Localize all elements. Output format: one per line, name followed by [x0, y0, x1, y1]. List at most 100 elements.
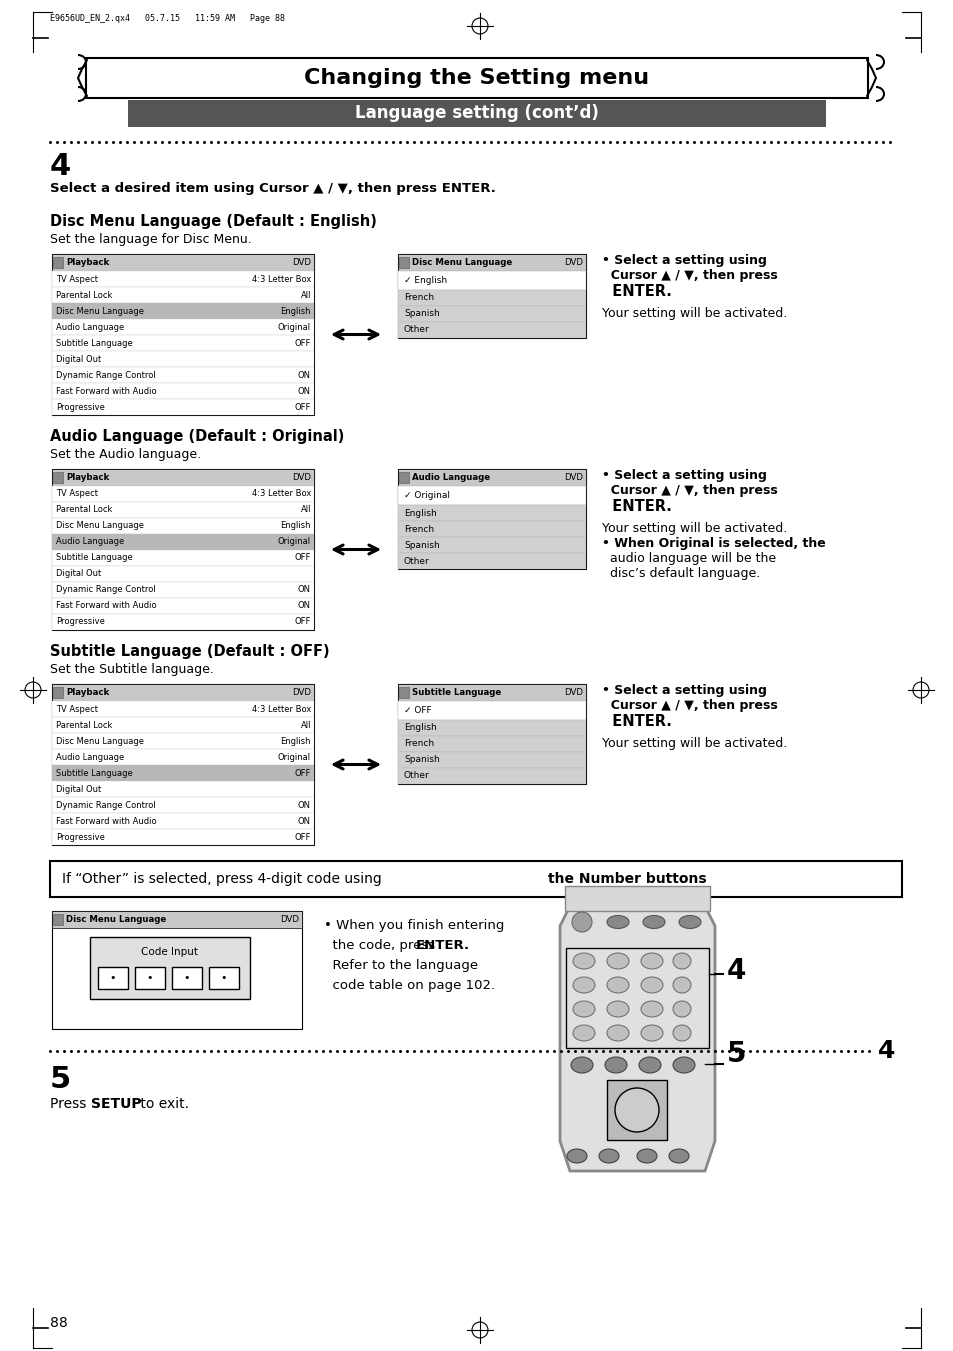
Bar	[52, 534, 314, 550]
Text: ✓ Original: ✓ Original	[403, 490, 450, 500]
Bar	[52, 351, 314, 367]
Text: 4: 4	[726, 957, 745, 985]
Text: Language setting (cont’d): Language setting (cont’d)	[355, 104, 598, 123]
Text: Disc Menu Language (Default : English): Disc Menu Language (Default : English)	[50, 213, 376, 230]
Polygon shape	[559, 907, 714, 1171]
Bar	[52, 797, 314, 813]
Text: Progressive: Progressive	[56, 617, 105, 627]
Text: TV Aspect: TV Aspect	[56, 489, 98, 499]
Text: • When Original is selected, the: • When Original is selected, the	[601, 536, 825, 550]
Text: Fast Forward with Audio: Fast Forward with Audio	[56, 386, 156, 396]
Text: Parental Lock: Parental Lock	[56, 720, 112, 730]
Text: OFF: OFF	[294, 769, 311, 777]
Text: 4:3 Letter Box: 4:3 Letter Box	[252, 704, 311, 713]
Text: Audio Language: Audio Language	[56, 323, 124, 331]
Text: ON: ON	[297, 386, 311, 396]
Bar	[52, 911, 302, 928]
Text: Spanish: Spanish	[403, 755, 439, 765]
Text: Playback: Playback	[66, 473, 110, 482]
Bar	[398, 257, 409, 267]
Bar	[52, 303, 314, 319]
Bar	[52, 911, 302, 1029]
Bar	[52, 765, 314, 781]
Text: code table on page 102.: code table on page 102.	[324, 979, 495, 992]
Text: All: All	[300, 720, 311, 730]
Bar	[397, 684, 585, 784]
Ellipse shape	[640, 952, 662, 969]
Text: • Select a setting using: • Select a setting using	[601, 469, 766, 482]
Bar	[53, 471, 63, 484]
Text: Cursor ▲ / ▼, then press: Cursor ▲ / ▼, then press	[601, 484, 777, 497]
Text: DVD: DVD	[563, 473, 582, 482]
Text: ON: ON	[297, 801, 311, 809]
Text: DVD: DVD	[280, 915, 298, 924]
Ellipse shape	[672, 1056, 695, 1073]
Ellipse shape	[606, 1025, 628, 1042]
Bar	[397, 684, 585, 701]
Bar	[52, 701, 314, 717]
Text: audio language will be the: audio language will be the	[601, 553, 776, 565]
Bar	[398, 688, 409, 698]
Text: •: •	[184, 973, 190, 984]
Text: • Select a setting using: • Select a setting using	[601, 254, 766, 267]
Bar	[397, 505, 585, 521]
Text: French: French	[403, 739, 434, 748]
Ellipse shape	[566, 1148, 586, 1163]
Bar	[397, 753, 585, 767]
Text: Original: Original	[277, 538, 311, 547]
Text: Parental Lock: Parental Lock	[56, 290, 112, 300]
Bar	[52, 813, 314, 830]
Bar	[98, 967, 128, 989]
Text: Subtitle Language (Default : OFF): Subtitle Language (Default : OFF)	[50, 644, 330, 659]
Text: ON: ON	[297, 816, 311, 825]
Bar	[52, 566, 314, 582]
Text: DVD: DVD	[563, 258, 582, 267]
Text: ENTER.: ENTER.	[416, 939, 470, 952]
Text: Spanish: Spanish	[403, 540, 439, 550]
Text: •: •	[110, 973, 116, 984]
Text: Press: Press	[50, 1097, 91, 1111]
Text: 4: 4	[50, 153, 71, 181]
Bar	[52, 517, 314, 534]
Text: • When you finish entering: • When you finish entering	[324, 919, 504, 932]
Text: Fast Forward with Audio: Fast Forward with Audio	[56, 816, 156, 825]
Bar	[52, 254, 314, 272]
Text: Your setting will be activated.: Your setting will be activated.	[601, 738, 786, 750]
Text: Digital Out: Digital Out	[56, 570, 101, 578]
Ellipse shape	[640, 1025, 662, 1042]
Bar	[397, 290, 585, 305]
Text: All: All	[300, 505, 311, 515]
Text: 4: 4	[877, 1039, 895, 1063]
Circle shape	[572, 912, 592, 932]
Text: Cursor ▲ / ▼, then press: Cursor ▲ / ▼, then press	[601, 269, 777, 282]
Text: Changing the Setting menu: Changing the Setting menu	[304, 68, 649, 88]
Bar	[53, 688, 63, 698]
Bar	[52, 469, 314, 630]
Text: E9656UD_EN_2.qx4   05.7.15   11:59 AM   Page 88: E9656UD_EN_2.qx4 05.7.15 11:59 AM Page 8…	[50, 14, 285, 23]
Bar	[90, 938, 250, 998]
Bar	[52, 469, 314, 486]
Text: Fast Forward with Audio: Fast Forward with Audio	[56, 601, 156, 611]
Bar	[52, 684, 314, 844]
Text: Set the Audio language.: Set the Audio language.	[50, 449, 201, 461]
Text: Disc Menu Language: Disc Menu Language	[412, 258, 512, 267]
Text: Other: Other	[403, 771, 429, 781]
Text: Audio Language: Audio Language	[56, 753, 124, 762]
Text: Your setting will be activated.: Your setting will be activated.	[601, 307, 786, 320]
Bar	[397, 322, 585, 338]
Text: OFF: OFF	[294, 339, 311, 347]
Text: ENTER.: ENTER.	[601, 713, 671, 730]
Text: Disc Menu Language: Disc Menu Language	[56, 736, 144, 746]
Text: French: French	[403, 293, 434, 303]
Bar	[52, 748, 314, 765]
Text: ON: ON	[297, 585, 311, 594]
Text: the code, press: the code, press	[324, 939, 439, 952]
Bar	[52, 734, 314, 748]
Text: the Number buttons: the Number buttons	[547, 871, 706, 886]
Text: Subtitle Language: Subtitle Language	[56, 769, 132, 777]
Bar	[53, 257, 63, 267]
Text: 88: 88	[50, 1316, 68, 1329]
Text: Audio Language: Audio Language	[56, 538, 124, 547]
Bar	[52, 486, 314, 503]
Ellipse shape	[672, 952, 690, 969]
